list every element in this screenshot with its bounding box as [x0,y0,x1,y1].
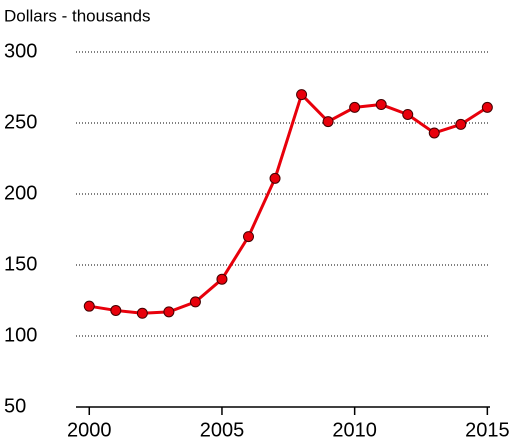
data-point [428,127,440,139]
x-tick-label: 2000 [67,419,112,441]
data-line [89,93,489,315]
y-tick-label: 200 [4,182,37,204]
x-tick-label: 2005 [200,419,245,441]
data-point [216,273,228,285]
y-tick-label: 150 [4,253,37,275]
y-tick-label: 100 [4,324,37,346]
x-tick-label: 2015 [465,419,510,441]
data-point [375,99,387,111]
data-point [136,307,148,319]
data-point [163,306,175,318]
y-tick-label: 300 [4,40,37,62]
data-point [189,296,201,308]
data-point [481,101,493,113]
data-point [455,118,467,130]
data-point [296,89,308,101]
data-point [349,101,361,113]
chart-subtitle: Dollars - thousands [4,6,150,25]
data-point [83,300,95,312]
x-tick-label: 2010 [332,419,377,441]
data-point [402,108,414,120]
y-tick-label: 250 [4,111,37,133]
data-point [322,116,334,128]
data-point [110,304,122,316]
data-point [269,172,281,184]
y-tick-label: 50 [4,395,26,417]
data-point [243,231,254,243]
